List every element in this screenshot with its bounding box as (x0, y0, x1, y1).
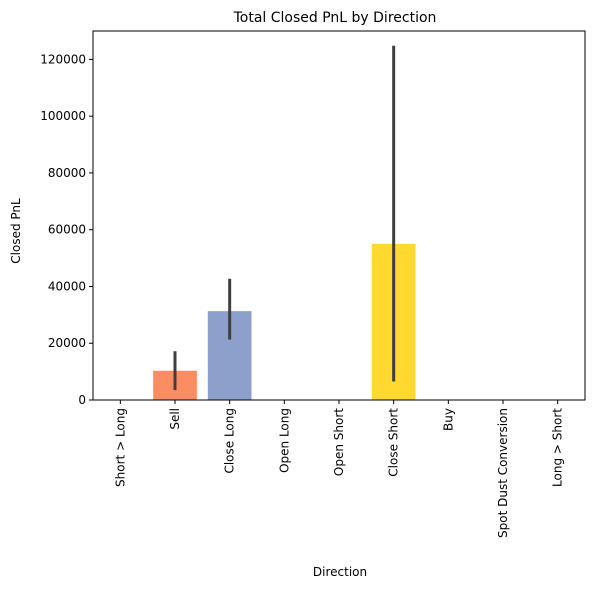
axes-frame (92, 30, 586, 401)
x-tick-label-4: Open Short (332, 408, 346, 476)
x-tick-label-7: Spot Dust Conversion (496, 408, 510, 538)
y-tick-label-2: 40000 (48, 279, 86, 293)
x-tick-label-6: Buy (441, 408, 455, 431)
x-tick-label-1: Sell (168, 408, 182, 430)
y-axis-label: Closed PnL (9, 198, 23, 264)
y-tick-label-1: 20000 (48, 336, 86, 350)
chart-title: Total Closed PnL by Direction (233, 10, 437, 26)
y-tick-label-3: 60000 (48, 223, 86, 237)
y-tick-label-6: 120000 (40, 52, 86, 66)
y-tick-label-0: 0 (78, 393, 86, 407)
x-axis-label: Direction (313, 565, 367, 579)
x-tick-label-8: Long > Short (551, 408, 565, 487)
y-tick-label-4: 80000 (48, 166, 86, 180)
x-tick-label-2: Close Long (223, 408, 237, 474)
plot-area: 0 20000 40000 60000 80000 100000 120000 Short >… (40, 30, 586, 538)
x-tick-label-3: Open Long (277, 408, 291, 473)
y-tick-label-5: 100000 (40, 109, 86, 123)
x-tick-label-5: Close Short (387, 408, 401, 477)
x-tick-label-0: Short > Long (113, 408, 127, 487)
